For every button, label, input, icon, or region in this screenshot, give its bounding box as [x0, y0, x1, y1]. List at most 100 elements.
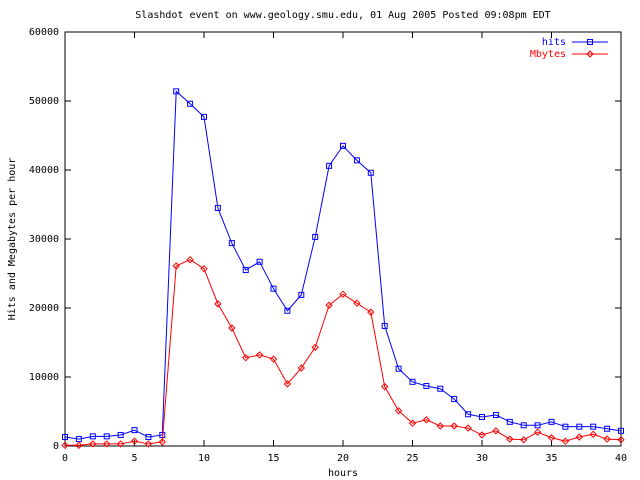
data-point — [241, 353, 250, 362]
data-point — [450, 422, 458, 430]
data-point — [186, 255, 194, 264]
data-point — [492, 411, 499, 418]
x-tick-label: 40 — [615, 453, 627, 464]
data-point — [519, 436, 528, 444]
data-point — [270, 285, 277, 292]
data-point — [561, 437, 570, 445]
data-point — [340, 142, 346, 149]
data-point — [131, 427, 138, 434]
data-point — [201, 113, 207, 120]
data-point — [61, 441, 69, 450]
x-tick-label: 15 — [267, 453, 279, 464]
x-tick-label: 10 — [198, 453, 210, 464]
data-point — [436, 422, 445, 430]
data-point — [144, 440, 153, 448]
legend-label: hits — [542, 37, 566, 48]
data-point — [603, 435, 611, 443]
data-point — [408, 419, 417, 427]
y-axis-label: Hits and Megabytes per hour — [7, 158, 18, 321]
data-point — [590, 423, 597, 430]
data-point — [173, 88, 180, 95]
y-tick-label: 40000 — [29, 165, 59, 176]
data-point — [297, 364, 306, 372]
data-point — [200, 264, 208, 273]
data-point — [339, 290, 347, 298]
legend-label: Mbytes — [530, 49, 566, 60]
data-point — [145, 434, 152, 441]
data-point — [353, 157, 360, 164]
data-point — [298, 291, 305, 298]
data-point — [437, 385, 444, 392]
data-point — [62, 434, 68, 441]
data-point — [255, 351, 264, 359]
data-point — [256, 258, 263, 265]
data-point — [284, 307, 291, 314]
data-point — [311, 343, 319, 352]
chart-title: Slashdot event on www.geology.smu.edu, 0… — [135, 10, 550, 21]
data-point — [325, 301, 333, 309]
data-point — [618, 427, 624, 434]
x-axis-label: hours — [328, 468, 358, 479]
data-point — [172, 262, 180, 270]
data-point — [228, 324, 236, 332]
x-tick-label: 5 — [131, 453, 137, 464]
data-point — [228, 240, 235, 247]
series-line — [65, 259, 622, 446]
x-tick-label: 20 — [337, 453, 349, 464]
data-point — [423, 382, 430, 389]
data-point — [479, 414, 485, 421]
data-point — [130, 437, 139, 445]
data-point — [464, 424, 472, 432]
data-point — [506, 418, 513, 425]
data-point — [89, 440, 97, 448]
data-point — [548, 418, 555, 425]
y-tick-label: 50000 — [29, 96, 59, 107]
data-point — [75, 441, 83, 450]
data-point — [102, 440, 111, 448]
data-point — [409, 378, 416, 385]
data-point — [492, 427, 500, 435]
y-tick-label: 60000 — [29, 27, 59, 38]
data-point — [575, 433, 584, 441]
data-point — [89, 433, 96, 440]
legend-marker — [586, 50, 594, 58]
data-point — [187, 100, 194, 107]
data-point — [604, 425, 611, 432]
data-point — [158, 438, 167, 446]
data-point — [75, 436, 82, 443]
data-point — [576, 423, 583, 430]
y-tick-label: 30000 — [29, 234, 59, 245]
data-point — [326, 162, 333, 169]
x-tick-label: 35 — [545, 453, 557, 464]
legend-marker — [587, 39, 593, 45]
data-point — [312, 233, 319, 240]
data-point — [283, 380, 292, 388]
data-point — [214, 204, 221, 211]
data-point — [269, 355, 278, 363]
x-tick-label: 0 — [62, 453, 68, 464]
data-point — [547, 434, 556, 442]
data-point — [117, 431, 124, 438]
data-point — [562, 423, 569, 430]
data-point — [422, 416, 431, 424]
data-point — [617, 436, 625, 444]
data-point — [381, 322, 388, 329]
data-point — [589, 430, 597, 438]
y-tick-label: 0 — [53, 441, 59, 452]
data-point — [353, 299, 361, 307]
data-point — [520, 422, 527, 429]
y-tick-label: 10000 — [29, 372, 59, 383]
data-point — [116, 440, 125, 448]
x-tick-label: 25 — [406, 453, 418, 464]
data-point — [380, 382, 389, 391]
data-point — [478, 431, 486, 439]
x-tick-label: 30 — [476, 453, 488, 464]
data-point — [395, 365, 402, 372]
data-point — [214, 300, 222, 308]
y-tick-label: 20000 — [29, 303, 59, 314]
data-point — [103, 433, 110, 440]
data-point — [367, 308, 375, 316]
data-point — [242, 267, 249, 274]
